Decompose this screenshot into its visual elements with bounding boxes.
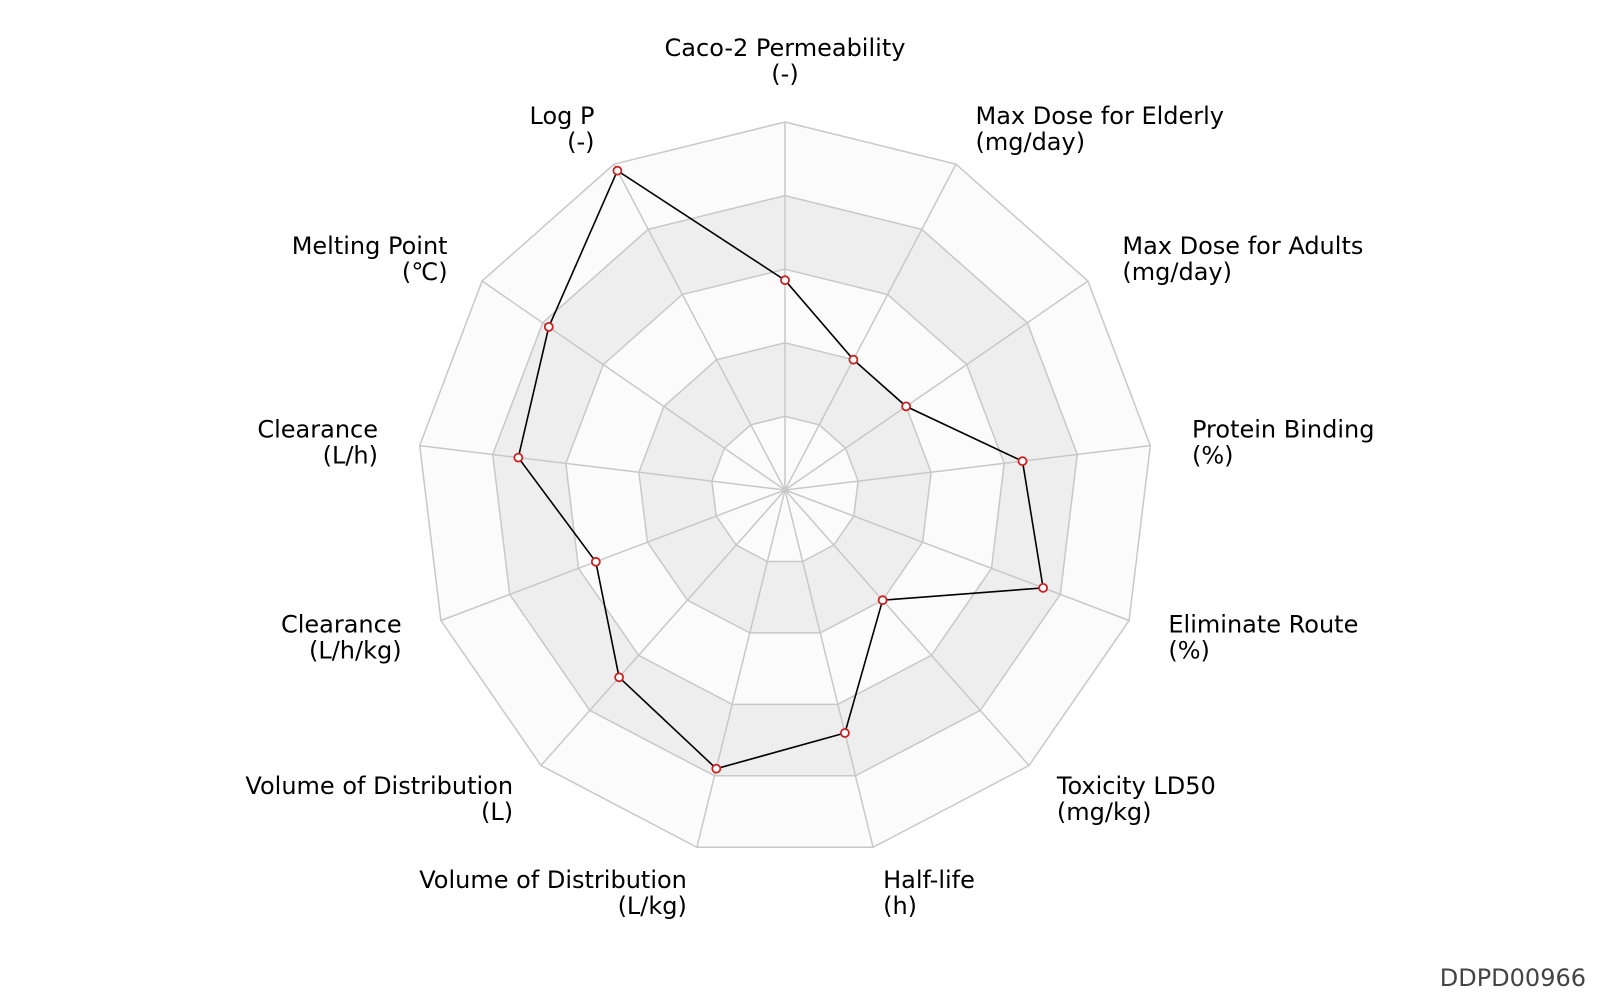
axis-spoke [440,489,786,622]
data-point [711,763,722,774]
data-point [1038,583,1048,593]
axis-label: Max Dose for Adults (mg/day) [1122,232,1363,286]
axis-spoke [784,489,874,848]
data-point [590,556,601,567]
data-point [513,452,524,463]
data-point [614,672,624,683]
data-point [543,321,554,332]
data-point [780,275,790,286]
document-id: DDPD00966 [1439,964,1586,992]
axis-label: Protein Binding (%) [1192,416,1374,470]
data-point [840,728,850,738]
axis-spoke [784,444,1151,491]
data-point [612,165,623,176]
axis-spoke [540,489,786,766]
axis-label: Max Dose for Elderly (mg/day) [976,102,1225,156]
radar-spokes [419,122,1151,848]
axis-label: Clearance (L/h) [257,416,378,470]
axis-label: Melting Point (℃) [292,232,448,286]
data-point [848,354,859,365]
axis-spoke [784,489,1130,622]
axis-label: Toxicity LD50 (mg/kg) [1056,772,1216,826]
axis-spoke [784,489,1030,766]
axis-label: Volume of Distribution (L/kg) [419,866,687,920]
axis-label: Volume of Distribution (L) [245,772,513,826]
axis-label: Caco-2 Permeability (-) [665,34,906,88]
radar-series [513,165,1048,774]
axis-labels: Caco-2 Permeability (-) Max Dose for Elder… [245,34,1374,920]
data-point [877,595,888,606]
axis-label: Log P (-) [530,102,595,156]
axis-spoke [696,489,786,848]
axis-spoke [419,444,786,491]
axis-label: Clearance (L/h/kg) [281,610,402,664]
axis-spoke [784,280,1089,491]
series-line [517,169,1045,770]
data-point [1017,456,1028,467]
data-point [901,401,911,412]
axis-spoke [481,280,786,491]
axis-spoke [784,163,957,491]
axis-label: Half-life (h) [883,866,975,920]
axis-label: Eliminate Route (%) [1168,610,1358,664]
axis-spoke [613,163,786,491]
